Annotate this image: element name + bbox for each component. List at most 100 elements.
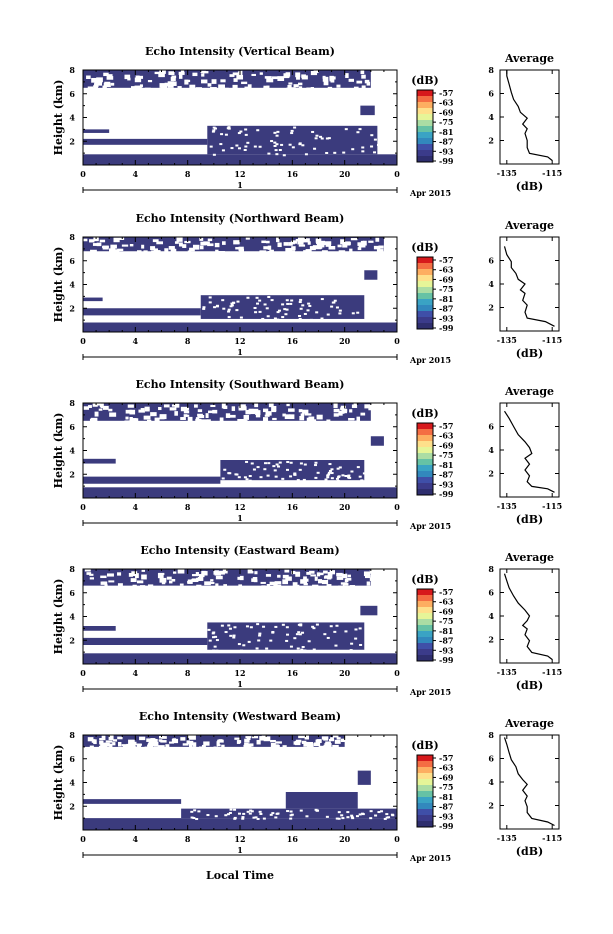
- colorbar-swatch: [417, 809, 433, 816]
- y-tick-label: 4: [69, 778, 75, 788]
- colorbar-swatch: [417, 447, 433, 454]
- echo-gap: [369, 570, 377, 574]
- echo-gap: [176, 237, 183, 242]
- echo-gap: [89, 418, 94, 422]
- echo-gap: [204, 581, 211, 586]
- echo-gap: [258, 810, 262, 813]
- echo-gap: [245, 478, 249, 481]
- echo-gap: [281, 623, 285, 626]
- echo-gap: [89, 577, 95, 580]
- echo-gap: [150, 246, 156, 251]
- echo-gap: [241, 816, 245, 819]
- echo-gap: [232, 636, 236, 639]
- echo-gap: [147, 584, 154, 589]
- echo-gap: [178, 74, 183, 79]
- echo-gap: [258, 634, 262, 637]
- colorbar-label: -93: [439, 313, 454, 323]
- echo-gap: [277, 76, 285, 81]
- echo-gap: [191, 574, 199, 577]
- colorbar-swatch: [417, 132, 433, 139]
- echo-gap: [235, 247, 241, 250]
- echo-gap: [299, 415, 305, 421]
- echo-gap: [299, 809, 303, 812]
- echo-gap: [308, 416, 315, 420]
- colorbar-label: -99: [439, 156, 454, 166]
- echo-gap: [189, 247, 195, 252]
- echo-gap: [154, 71, 160, 75]
- echo-gap: [233, 808, 237, 811]
- echo-gap: [325, 137, 329, 140]
- echo-gap: [210, 404, 216, 408]
- x-tick-label: 0: [394, 834, 400, 844]
- panel-title: Echo Intensity (Eastward Beam): [140, 544, 339, 557]
- colorbar-label: -75: [439, 284, 453, 294]
- echo-gap: [281, 477, 285, 480]
- echo-gap: [197, 810, 201, 813]
- echo-gap: [262, 417, 269, 422]
- echo-gap: [307, 241, 311, 245]
- date-suffix: Apr 2015: [409, 355, 451, 365]
- echo-gap: [125, 409, 132, 414]
- echo-gap: [255, 410, 261, 415]
- colorbar-swatch: [417, 631, 433, 638]
- echo-gap: [221, 299, 225, 302]
- echo-gap: [244, 128, 248, 131]
- echo-gap: [341, 250, 345, 256]
- echo-gap: [222, 307, 226, 310]
- colorbar-swatch: [417, 595, 433, 602]
- echo-gap: [282, 413, 286, 417]
- echo-gap: [288, 82, 293, 85]
- echo-gap: [244, 133, 248, 136]
- echo-gap: [212, 129, 216, 132]
- echo-gap: [326, 476, 330, 479]
- echo-gap: [294, 740, 301, 746]
- echo-gap: [246, 737, 251, 741]
- echo-gap: [336, 84, 341, 88]
- echo-gap: [255, 647, 259, 650]
- echo-gap: [221, 744, 225, 748]
- colorbar-swatch: [417, 589, 433, 596]
- colorbar-swatch: [417, 797, 433, 804]
- echo-gap: [293, 472, 297, 475]
- avg-y-tick-label: 2: [488, 136, 494, 146]
- y-tick-label: 2: [69, 801, 75, 811]
- echo-gap: [153, 741, 159, 747]
- echo-gap: [229, 74, 235, 77]
- echo-gap: [117, 736, 123, 740]
- echo-gap: [346, 816, 350, 819]
- echo-gap: [227, 308, 231, 311]
- echo-gap: [219, 417, 224, 422]
- echo-gap: [219, 143, 223, 146]
- echo-gap: [295, 571, 300, 576]
- echo-gap: [245, 460, 249, 463]
- echo-gap: [123, 745, 130, 751]
- echo-gap: [229, 305, 233, 308]
- echo-gap: [301, 631, 305, 634]
- colorbar-swatch: [417, 655, 433, 662]
- echo-gap: [215, 639, 219, 642]
- echo-gap: [321, 250, 328, 253]
- echo-gap: [165, 744, 170, 749]
- avg-x-label: (dB): [516, 513, 543, 526]
- echo-gap: [340, 407, 345, 411]
- y-tick-label: 6: [69, 89, 75, 99]
- echo-gap: [308, 741, 314, 746]
- echo-gap: [174, 241, 179, 244]
- echo-gap: [335, 306, 339, 309]
- colorbar-swatch: [417, 293, 433, 300]
- y-tick-label: 4: [69, 612, 75, 622]
- echo-gap: [200, 70, 206, 73]
- echo-gap: [96, 242, 102, 247]
- echo-gap: [218, 84, 225, 90]
- colorbar-label: -93: [439, 811, 454, 821]
- echo-gap: [275, 744, 280, 750]
- echo-gap: [275, 134, 279, 137]
- echo-gap: [321, 579, 329, 585]
- echo-gap: [141, 244, 145, 249]
- echo-gap: [131, 571, 138, 577]
- echo-gap: [214, 815, 218, 818]
- echo-gap: [334, 739, 341, 744]
- avg-y-tick-label: 4: [488, 611, 494, 621]
- echo-region: [83, 626, 116, 631]
- echo-gap: [341, 409, 348, 412]
